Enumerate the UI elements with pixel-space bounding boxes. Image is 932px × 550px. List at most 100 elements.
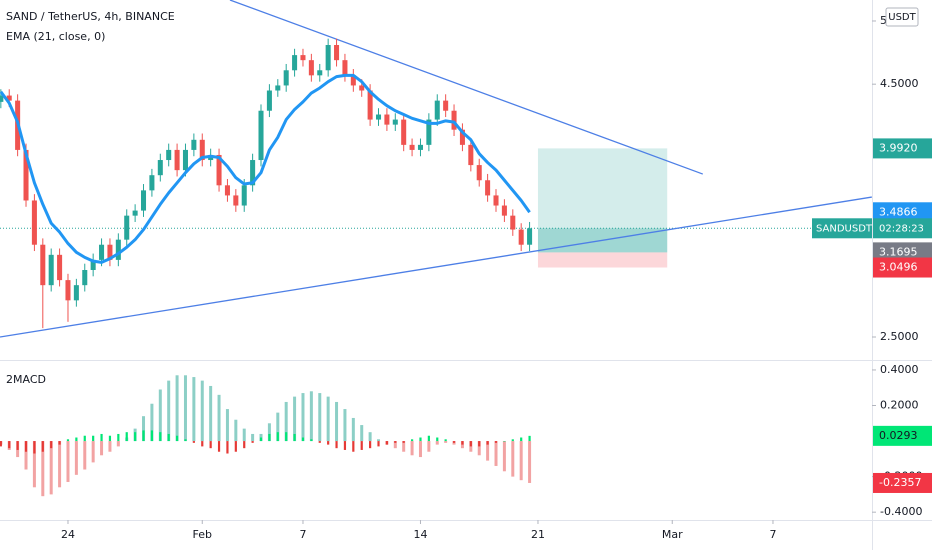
price-pane: [0, 0, 872, 338]
macd-bar: [360, 425, 364, 442]
macd-bar: [41, 441, 44, 452]
candle-body: [191, 139, 197, 150]
candle-body: [409, 144, 415, 150]
macd-bar: [410, 441, 414, 456]
profit-zone: [537, 148, 668, 253]
macd-bar: [452, 441, 456, 443]
candle-body: [31, 200, 37, 245]
macd-bar: [402, 441, 405, 443]
candle-body: [426, 119, 432, 145]
trend-line: [229, 0, 704, 175]
macd-bar: [511, 441, 515, 477]
macd-bar: [343, 409, 347, 442]
candle-body: [199, 139, 205, 161]
ema-line: [0, 73, 531, 264]
macd-bar: [528, 441, 532, 483]
price-tag: [873, 202, 932, 223]
macd-bar: [83, 435, 86, 442]
macd-bar: [293, 396, 297, 442]
candle-body: [350, 75, 356, 86]
macd-bar: [268, 433, 271, 442]
y-tick-label: 5: [880, 14, 887, 27]
candle-body: [359, 85, 365, 91]
macd-bar: [66, 441, 70, 482]
candle-body: [510, 215, 516, 230]
candle-body: [459, 129, 465, 145]
macd-bar: [100, 441, 104, 456]
candle-body: [140, 190, 147, 211]
macd-bar: [192, 377, 196, 442]
macd-bar: [91, 441, 95, 463]
macd-bar: [318, 441, 321, 443]
macd-bar: [150, 430, 154, 442]
macd-bar: [343, 441, 347, 450]
macd-bar: [158, 389, 162, 442]
candle-body: [518, 229, 524, 245]
countdown-tag-label: 02:28:23: [879, 223, 924, 234]
macd-bar: [251, 433, 255, 442]
macd-bar: [293, 433, 296, 442]
macd-bar: [419, 437, 422, 442]
macd-bar: [477, 441, 481, 456]
x-tick-label: 7: [299, 528, 306, 541]
macd-bar: [66, 439, 70, 442]
candle-body: [342, 60, 348, 76]
macd-bar: [528, 435, 531, 442]
macd-bar: [511, 439, 514, 442]
macd-bar: [301, 437, 305, 442]
trend-line: [0, 196, 872, 338]
macd-bar: [377, 439, 381, 442]
currency-box[interactable]: [885, 7, 919, 27]
macd-bar: [167, 433, 170, 442]
macd-bar: [385, 441, 389, 445]
macd-bar: [92, 435, 95, 442]
macd-bar: [74, 441, 78, 475]
candle-body: [124, 215, 130, 240]
macd-bar: [318, 393, 322, 442]
candle-body: [325, 45, 331, 71]
macd-bar: [183, 375, 187, 442]
macd-bar: [50, 441, 53, 449]
macd-bar: [469, 441, 472, 447]
macd-bar: [502, 441, 506, 472]
candle-body: [107, 244, 113, 260]
macd-bar: [503, 441, 506, 442]
candle-body: [216, 154, 222, 186]
x-tick-label: 7: [769, 528, 776, 541]
macd-bar: [335, 401, 339, 442]
price-tag: [873, 425, 932, 446]
macd-bar: [234, 441, 237, 452]
macd-bar: [58, 441, 62, 488]
macd-bar: [24, 441, 28, 470]
candle-body: [6, 95, 12, 101]
macd-bar: [351, 417, 355, 442]
macd-bar: [494, 441, 498, 443]
macd-bar: [200, 380, 204, 442]
x-tick-label: 21: [531, 528, 545, 541]
macd-bar: [368, 432, 372, 442]
macd-bar: [117, 433, 120, 442]
macd-bar: [309, 391, 313, 442]
candle-body: [224, 185, 230, 196]
macd-bar: [444, 439, 447, 442]
candle-body: [48, 254, 54, 286]
currency-label[interactable]: USDT: [888, 12, 916, 23]
candle-body: [174, 149, 180, 171]
candle-body: [149, 175, 155, 191]
macd-bar: [436, 437, 439, 442]
candle-body: [317, 70, 323, 76]
macd-bar: [142, 416, 146, 442]
candle-body: [384, 114, 390, 125]
macd-bar: [8, 441, 11, 449]
macd-bar: [201, 441, 204, 447]
macd-bar: [16, 441, 19, 450]
candle-body: [157, 160, 163, 176]
macd-bar: [284, 401, 288, 442]
candle-body: [99, 244, 105, 260]
macd-bar: [377, 441, 380, 447]
candle-body: [476, 165, 482, 181]
macd-bar: [335, 441, 338, 449]
candle-body: [367, 90, 373, 120]
candle-body: [90, 259, 96, 270]
